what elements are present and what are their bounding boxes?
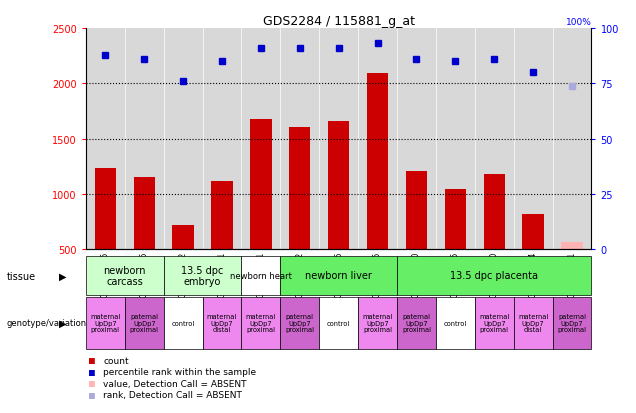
Bar bbox=[522, 214, 544, 250]
Bar bbox=[397, 256, 591, 295]
Bar bbox=[172, 225, 194, 250]
Bar bbox=[358, 297, 397, 349]
Text: newborn liver: newborn liver bbox=[305, 271, 372, 281]
Bar bbox=[280, 297, 319, 349]
Text: tissue: tissue bbox=[6, 271, 36, 281]
Text: ■: ■ bbox=[89, 378, 95, 388]
Bar bbox=[319, 297, 358, 349]
Text: ■: ■ bbox=[89, 355, 95, 365]
Bar bbox=[475, 297, 514, 349]
Text: maternal
UpDp7
proximal: maternal UpDp7 proximal bbox=[363, 314, 392, 332]
Text: paternal
UpDp7
proximal: paternal UpDp7 proximal bbox=[558, 314, 586, 332]
Bar bbox=[289, 127, 310, 250]
Text: newborn
carcass: newborn carcass bbox=[104, 265, 146, 287]
Text: percentile rank within the sample: percentile rank within the sample bbox=[103, 367, 256, 376]
Text: control: control bbox=[172, 320, 195, 326]
Text: ▶: ▶ bbox=[59, 271, 66, 281]
Bar bbox=[397, 297, 436, 349]
Text: rank, Detection Call = ABSENT: rank, Detection Call = ABSENT bbox=[103, 390, 242, 399]
Text: count: count bbox=[103, 356, 128, 365]
Bar bbox=[367, 74, 388, 250]
Bar bbox=[242, 256, 280, 295]
Text: maternal
UpDp7
proximal: maternal UpDp7 proximal bbox=[90, 314, 120, 332]
Bar bbox=[553, 297, 591, 349]
Text: maternal
UpDp7
proximal: maternal UpDp7 proximal bbox=[479, 314, 509, 332]
Text: 13.5 dpc placenta: 13.5 dpc placenta bbox=[450, 271, 538, 281]
Text: ■: ■ bbox=[89, 390, 95, 400]
Text: maternal
UpDp7
distal: maternal UpDp7 distal bbox=[518, 314, 548, 332]
Bar bbox=[250, 119, 272, 250]
Text: genotype/variation: genotype/variation bbox=[6, 318, 86, 328]
Text: 13.5 dpc
embryo: 13.5 dpc embryo bbox=[181, 265, 224, 287]
Text: paternal
UpDp7
proximal: paternal UpDp7 proximal bbox=[402, 314, 431, 332]
Bar bbox=[125, 297, 163, 349]
Bar bbox=[406, 171, 427, 250]
Text: paternal
UpDp7
proximal: paternal UpDp7 proximal bbox=[286, 314, 314, 332]
Bar bbox=[514, 297, 553, 349]
Bar bbox=[163, 256, 242, 295]
Bar bbox=[163, 297, 202, 349]
Bar bbox=[280, 256, 397, 295]
Title: GDS2284 / 115881_g_at: GDS2284 / 115881_g_at bbox=[263, 15, 415, 28]
Text: newborn heart: newborn heart bbox=[230, 271, 292, 280]
Bar bbox=[436, 297, 475, 349]
Bar bbox=[445, 189, 466, 250]
Text: ■: ■ bbox=[89, 367, 95, 377]
Text: paternal
UpDp7
proximal: paternal UpDp7 proximal bbox=[130, 314, 159, 332]
Text: control: control bbox=[444, 320, 467, 326]
Bar bbox=[86, 297, 125, 349]
Bar bbox=[86, 256, 163, 295]
Text: ▶: ▶ bbox=[59, 318, 66, 328]
Bar bbox=[202, 297, 242, 349]
Bar bbox=[211, 181, 233, 250]
Text: maternal
UpDp7
distal: maternal UpDp7 distal bbox=[207, 314, 237, 332]
Bar bbox=[562, 242, 583, 250]
Bar bbox=[328, 122, 349, 250]
Text: 100%: 100% bbox=[565, 18, 591, 27]
Text: control: control bbox=[327, 320, 350, 326]
Bar bbox=[242, 297, 280, 349]
Text: value, Detection Call = ABSENT: value, Detection Call = ABSENT bbox=[103, 379, 247, 388]
Bar bbox=[95, 168, 116, 250]
Text: maternal
UpDp7
proximal: maternal UpDp7 proximal bbox=[245, 314, 276, 332]
Bar bbox=[134, 178, 155, 250]
Bar bbox=[483, 175, 505, 250]
